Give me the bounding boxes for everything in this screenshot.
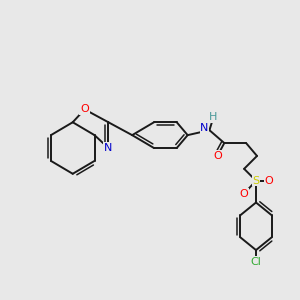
Text: N: N [104, 143, 112, 153]
Text: N: N [200, 123, 209, 133]
Text: O: O [80, 104, 89, 114]
Text: O: O [240, 189, 248, 199]
Text: H: H [209, 112, 218, 122]
Text: O: O [265, 176, 273, 186]
Text: S: S [252, 176, 260, 186]
Text: O: O [213, 151, 222, 161]
Text: Cl: Cl [250, 257, 261, 267]
